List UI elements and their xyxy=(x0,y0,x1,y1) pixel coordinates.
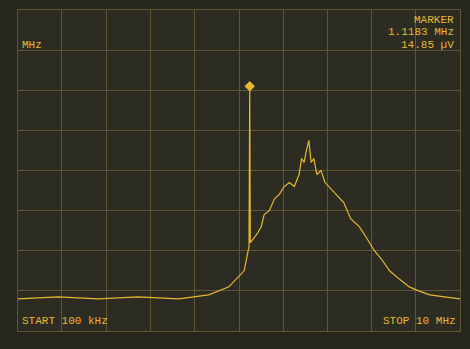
svg-text:14.85 µV: 14.85 µV xyxy=(401,39,454,51)
svg-text:MARKER: MARKER xyxy=(414,14,454,26)
svg-text:1.1183 MHz: 1.1183 MHz xyxy=(388,26,454,38)
svg-text:START 100 kHz: START 100 kHz xyxy=(22,315,108,327)
svg-text:MHz: MHz xyxy=(22,39,42,51)
svg-text:STOP 10 MHz: STOP 10 MHz xyxy=(383,315,456,327)
